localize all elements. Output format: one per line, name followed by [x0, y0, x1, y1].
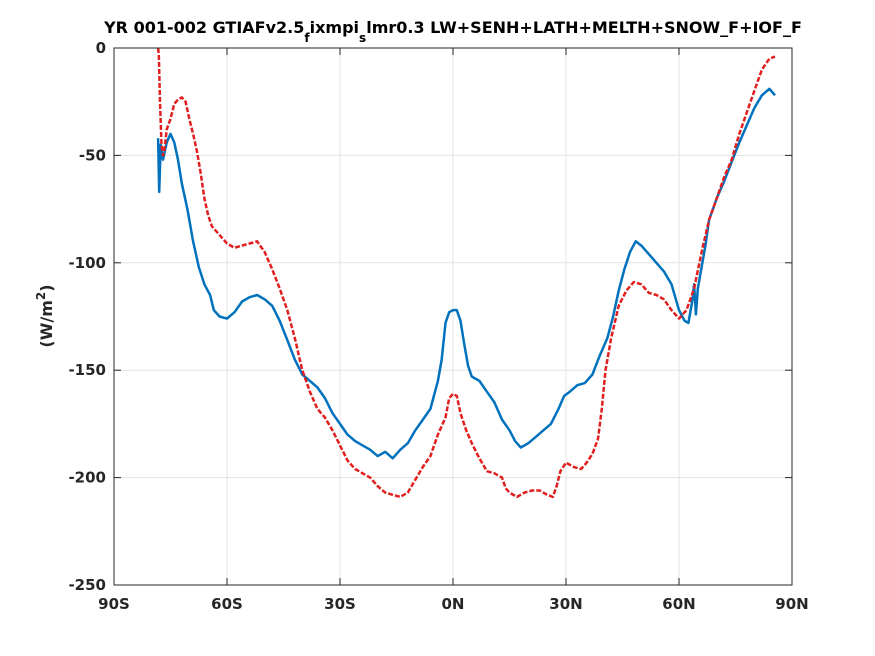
- x-tick-label: 60S: [211, 595, 243, 613]
- series-line-1: [156, 87, 776, 460]
- y-tick-label: -100: [68, 254, 106, 272]
- y-tick-label: 0: [96, 39, 106, 57]
- x-tick-label: 30N: [549, 595, 582, 613]
- y-tick-label: -50: [79, 146, 106, 164]
- x-tick-label: 60N: [662, 595, 695, 613]
- y-axis-label: (W/m2): [34, 284, 56, 347]
- chart-title: YR 001-002 GTIAFv2.5fixmpislmr0.3 LW+SEN…: [103, 18, 802, 45]
- y-tick-label: -150: [68, 361, 106, 379]
- data-series: [156, 47, 776, 499]
- x-tick-label: 90N: [775, 595, 808, 613]
- x-tick-labels: 90S 60S 30S 0N 30N 60N 90N: [98, 595, 809, 613]
- y-tick-label: -200: [68, 469, 106, 487]
- x-tick-label: 30S: [324, 595, 356, 613]
- series-line-2: [156, 47, 776, 499]
- tick-marks: [113, 47, 793, 586]
- y-tick-label: -250: [68, 576, 106, 594]
- y-tick-labels: 0 -50 -100 -150 -200 -250: [68, 39, 106, 594]
- x-tick-label: 0N: [442, 595, 465, 613]
- x-tick-label: 90S: [98, 595, 130, 613]
